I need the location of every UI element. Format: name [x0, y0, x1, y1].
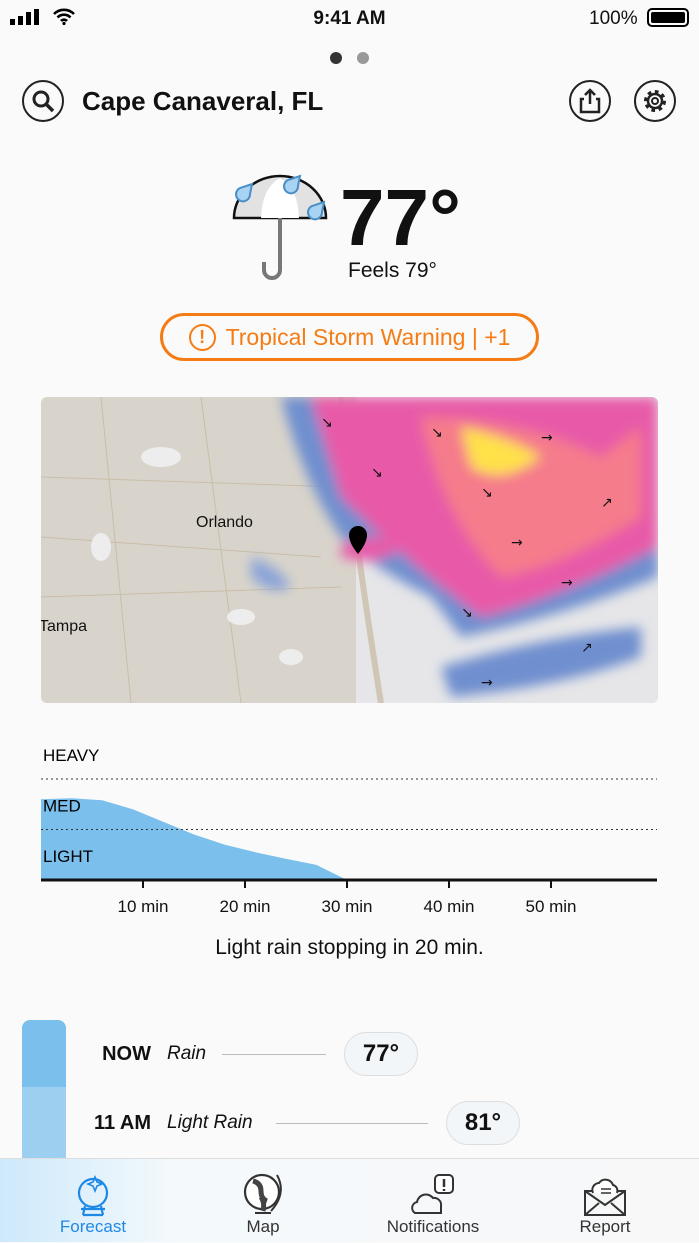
alert-label: Tropical Storm Warning | +1 [225, 323, 511, 350]
hour-condition: Rain [167, 1043, 207, 1064]
svg-text:↘: ↘ [481, 485, 493, 501]
svg-text:→: → [481, 675, 493, 691]
battery-percent: 100% [589, 8, 638, 29]
signal-icon [10, 9, 39, 25]
page-dot[interactable] [357, 52, 369, 64]
tab-notifications[interactable]: Notifications [346, 1159, 520, 1243]
share-icon [579, 88, 601, 114]
city-label: Orlando [196, 514, 253, 531]
alert-icon: ! [188, 323, 216, 351]
hour-time: 11 AM [93, 1112, 151, 1134]
location-pin-icon [349, 526, 367, 554]
gear-icon [644, 90, 666, 112]
tab-label: Map [246, 1217, 280, 1236]
svg-text:↗: ↗ [601, 495, 613, 511]
radar-overlay: ↘ ↘ ↘ ↘ → → → ↗ ↘ → ↗ [41, 397, 658, 703]
precip-summary: Light rain stopping in 20 min. [215, 936, 484, 959]
hour-temp: 81° [446, 1101, 520, 1145]
svg-text:→: → [561, 575, 573, 591]
umbrella-rain-icon [232, 174, 328, 280]
weather-alert-button[interactable]: ! Tropical Storm Warning | +1 [160, 313, 539, 361]
envelope-cloud-icon [584, 1178, 626, 1216]
svg-text:↘: ↘ [321, 415, 333, 431]
temp-line [222, 1054, 326, 1055]
cloud-alert-icon [411, 1174, 454, 1214]
settings-button[interactable] [634, 80, 676, 122]
tab-label: Notifications [386, 1217, 480, 1236]
hourly-precip-bar [22, 1020, 66, 1160]
x-tick-label: 10 min [117, 897, 169, 916]
svg-text:→: → [511, 535, 523, 551]
tab-report[interactable]: Report [518, 1159, 692, 1243]
level-label: LIGHT [43, 847, 93, 866]
feels-like: Feels 79° [348, 259, 437, 282]
x-tick-label: 20 min [219, 897, 271, 916]
precip-chart: LIGHT MED HEAVY [41, 746, 657, 888]
level-label: MED [43, 797, 81, 816]
globe-icon [243, 1173, 282, 1214]
radar-map[interactable]: ↘ ↘ ↘ ↘ → → → ↗ ↘ → ↗ Orlando Tampa [41, 397, 658, 703]
svg-text:↗: ↗ [581, 640, 593, 656]
crystal-ball-icon [77, 1174, 109, 1217]
tab-label: Forecast [59, 1217, 127, 1236]
x-tick-label: 40 min [423, 897, 475, 916]
tab-bar: Forecast Map Notifications Report [0, 1158, 699, 1242]
precip-area [41, 798, 347, 880]
tab-map[interactable]: Map [176, 1159, 350, 1243]
hour-time: NOW [102, 1043, 151, 1065]
svg-text:↘: ↘ [371, 465, 383, 481]
clock: 9:41 AM [313, 8, 386, 29]
city-label: Tampa [41, 618, 88, 635]
location-title[interactable]: Cape Canaveral, FL [82, 86, 324, 116]
level-label: HEAVY [43, 746, 99, 765]
tab-forecast[interactable]: Forecast [6, 1159, 180, 1243]
x-tick-label: 50 min [525, 897, 577, 916]
current-temp: 77° [340, 173, 461, 262]
svg-text:↘: ↘ [461, 605, 473, 621]
battery-icon [647, 8, 689, 27]
svg-text:→: → [541, 430, 553, 446]
temp-line [276, 1123, 428, 1124]
wifi-icon [53, 8, 75, 25]
status-bar: 9:41 AM 100% [0, 0, 699, 36]
share-button[interactable] [569, 80, 611, 122]
search-icon [32, 90, 55, 113]
x-tick-label: 30 min [321, 897, 373, 916]
tab-label: Report [579, 1217, 631, 1236]
search-button[interactable] [22, 80, 64, 122]
hour-temp: 77° [344, 1032, 418, 1076]
page-dot-active[interactable] [330, 52, 342, 64]
hour-condition: Light Rain [167, 1112, 253, 1133]
svg-text:↘: ↘ [431, 425, 443, 441]
